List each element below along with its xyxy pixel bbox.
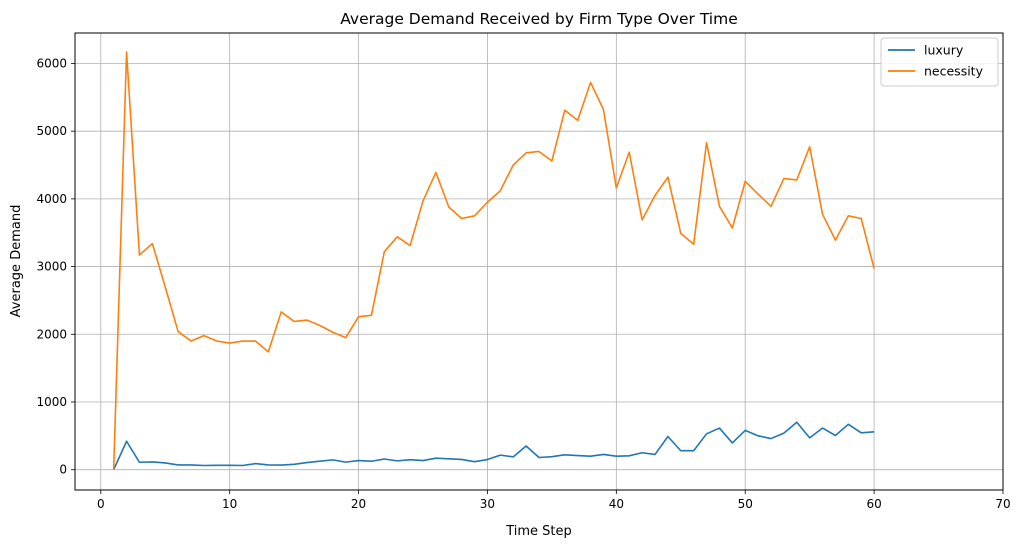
x-tick-label: 60 — [866, 497, 881, 511]
chart-title: Average Demand Received by Firm Type Ove… — [340, 10, 738, 28]
y-tick-label: 6000 — [36, 56, 67, 70]
x-tick-label: 0 — [97, 497, 105, 511]
series-layer — [112, 51, 875, 471]
x-tick-label: 70 — [995, 497, 1010, 511]
x-tick-label: 20 — [351, 497, 366, 511]
legend-label-luxury: luxury — [924, 43, 964, 58]
x-axis-label: Time Step — [505, 524, 572, 539]
y-tick-label: 5000 — [36, 124, 67, 138]
y-tick-label: 2000 — [36, 327, 67, 341]
legend-label-necessity: necessity — [924, 64, 984, 79]
series-line-necessity — [112, 51, 875, 470]
y-tick-label: 0 — [59, 463, 67, 477]
x-tick-label: 50 — [738, 497, 753, 511]
x-axis-ticks: 0 10 20 30 40 50 60 70 — [97, 490, 1011, 511]
x-tick-label: 30 — [480, 497, 495, 511]
y-tick-label: 4000 — [36, 192, 67, 206]
legend: luxury necessity — [880, 37, 999, 87]
y-axis-label: Average Demand — [9, 205, 24, 318]
x-tick-label: 40 — [609, 497, 624, 511]
x-tick-label: 10 — [222, 497, 237, 511]
plot-frame — [74, 32, 1004, 491]
series-line-luxury — [112, 421, 875, 471]
plot-area — [75, 33, 1003, 490]
y-tick-label: 3000 — [36, 260, 67, 274]
y-tick-label: 1000 — [36, 395, 67, 409]
y-axis-ticks: 0 1000 2000 3000 4000 5000 6000 — [36, 56, 75, 477]
